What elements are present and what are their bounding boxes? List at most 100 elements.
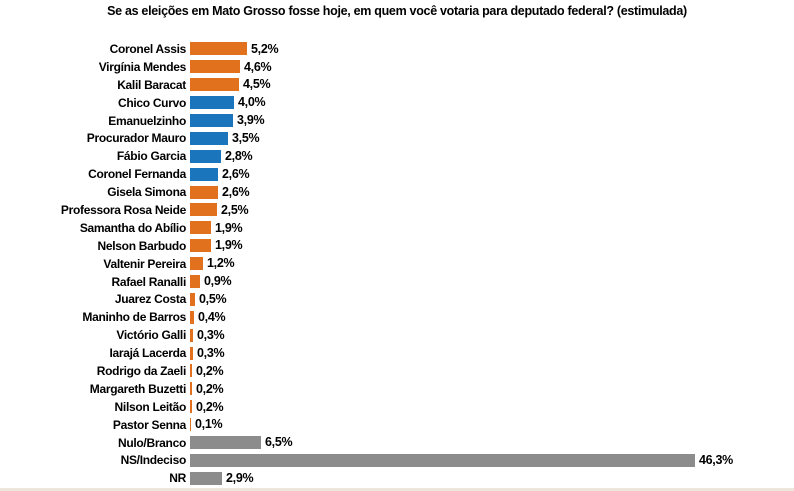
bar-row: Coronel Assis 5,2% — [0, 40, 794, 58]
bar — [190, 471, 222, 485]
bar-row: Coronel Fernanda 2,6% — [0, 165, 794, 183]
category-label: Professora Rosa Neide — [60, 202, 186, 217]
category-label: Coronel Assis — [109, 41, 187, 56]
bar — [190, 149, 221, 163]
bar-row: Maninho de Barros 0,4% — [0, 308, 794, 326]
value-label: 2,6% — [222, 166, 250, 181]
bar — [190, 292, 195, 306]
category-label: Nulo/Branco — [117, 435, 186, 450]
bar — [190, 203, 217, 217]
value-label: 2,8% — [225, 149, 253, 164]
bar — [190, 60, 240, 74]
bar-row: Rafael Ranalli 0,9% — [0, 273, 794, 291]
bar-row: Procurador Mauro 3,5% — [0, 129, 794, 147]
bar — [190, 436, 261, 450]
value-label: 0,3% — [197, 327, 225, 342]
value-label: 0,2% — [196, 363, 224, 378]
category-label: Maninho de Barros — [82, 310, 186, 325]
bar — [190, 167, 218, 181]
category-label: Margareth Buzetti — [89, 381, 187, 396]
bar-row: NS/Indeciso 46,3% — [0, 451, 794, 469]
bar — [190, 221, 211, 235]
value-label: 0,9% — [204, 274, 232, 289]
value-label: 1,9% — [215, 220, 243, 235]
value-label: 4,0% — [238, 95, 266, 110]
value-label: 6,5% — [265, 435, 293, 450]
bar-row: NR 2,9% — [0, 469, 794, 487]
value-label: 1,9% — [215, 238, 243, 253]
category-label: Nelson Barbudo — [97, 238, 187, 253]
category-label: Procurador Mauro — [86, 131, 187, 146]
category-label: Pastor Senna — [112, 417, 186, 432]
bar-row: Chico Curvo 4,0% — [0, 94, 794, 112]
value-label: 5,2% — [251, 41, 279, 56]
category-label: Iarajá Lacerda — [109, 346, 186, 361]
value-label: 0,2% — [196, 381, 224, 396]
value-label: 3,9% — [237, 113, 265, 128]
value-label: 4,5% — [243, 77, 271, 92]
category-label: Nilson Leitão — [114, 399, 187, 414]
bar-row: Emanuelzinho 3,9% — [0, 112, 794, 130]
bar-row: Gisela Simona 2,6% — [0, 183, 794, 201]
category-label: Gisela Simona — [107, 185, 186, 200]
value-label: 0,4% — [198, 310, 226, 325]
bar-row: Samantha do Abílio 1,9% — [0, 219, 794, 237]
bar — [190, 418, 191, 432]
value-label: 4,6% — [244, 59, 272, 74]
bar — [190, 257, 203, 271]
bar — [190, 131, 228, 145]
bar-row: Juarez Costa 0,5% — [0, 290, 794, 308]
bar-row: Kalil Baracat 4,5% — [0, 76, 794, 94]
value-label: 0,3% — [197, 345, 225, 360]
value-label: 0,1% — [195, 417, 223, 432]
bar-row: Fábio Garcia 2,8% — [0, 147, 794, 165]
value-label: 46,3% — [699, 453, 733, 468]
value-label: 1,2% — [207, 256, 235, 271]
bar — [190, 400, 192, 414]
category-label: Coronel Fernanda — [88, 167, 186, 182]
category-label: Virgínia Mendes — [98, 59, 187, 74]
bar-chart: Coronel Assis 5,2% Virgínia Mendes 4,6% Kali… — [0, 40, 794, 487]
category-label: NS/Indeciso — [120, 453, 187, 468]
value-label: 0,2% — [196, 399, 224, 414]
bar — [190, 382, 192, 396]
bar-row: Nilson Leitão 0,2% — [0, 398, 794, 416]
bar — [190, 42, 247, 56]
bar — [190, 239, 211, 253]
category-label: NR — [169, 471, 186, 486]
category-label: Rodrigo da Zaeli — [96, 363, 187, 378]
bar-row: Valtenir Pereira 1,2% — [0, 255, 794, 273]
category-label: Samantha do Abílio — [79, 220, 186, 235]
bar-row: Nulo/Branco 6,5% — [0, 434, 794, 452]
category-label: Valtenir Pereira — [103, 256, 186, 271]
bar — [190, 96, 234, 110]
bar-row: Iarajá Lacerda 0,3% — [0, 344, 794, 362]
category-label: Fábio Garcia — [116, 149, 186, 164]
value-label: 2,5% — [221, 202, 249, 217]
bar — [190, 78, 239, 92]
bar-row: Nelson Barbudo 1,9% — [0, 237, 794, 255]
bar — [190, 114, 233, 127]
value-label: 3,5% — [232, 131, 260, 146]
bar-row: Rodrigo da Zaeli 0,2% — [0, 362, 794, 380]
bar — [190, 185, 218, 199]
value-label: 2,9% — [226, 471, 254, 486]
category-label: Kalil Baracat — [117, 77, 186, 92]
category-label: Rafael Ranalli — [111, 274, 187, 289]
bar-row: Professora Rosa Neide 2,5% — [0, 201, 794, 219]
bar — [190, 310, 194, 324]
bar-row: Pastor Senna 0,1% — [0, 416, 794, 434]
bar-row: Margareth Buzetti 0,2% — [0, 380, 794, 398]
value-label: 2,6% — [222, 184, 250, 199]
chart-title: Se as eleições em Mato Grosso fosse hoje… — [107, 4, 687, 18]
bar — [190, 346, 193, 360]
bar — [190, 275, 200, 289]
category-label: Chico Curvo — [117, 95, 186, 110]
bar — [190, 364, 192, 378]
bar — [190, 328, 193, 342]
category-label: Juarez Costa — [114, 292, 186, 307]
value-label: 0,5% — [199, 292, 227, 307]
bar — [190, 453, 695, 467]
bar-row: Virgínia Mendes 4,6% — [0, 58, 794, 76]
